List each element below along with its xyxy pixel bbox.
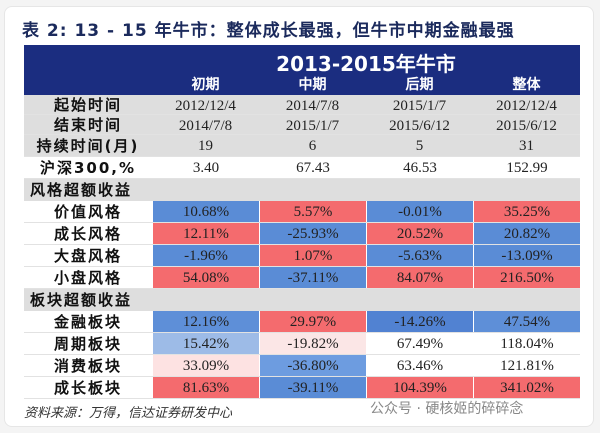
cell: -37.11% xyxy=(259,267,366,288)
cell: 54.08% xyxy=(152,267,259,288)
cell: 2014/7/8 xyxy=(178,118,233,134)
cell: 12.11% xyxy=(152,223,259,244)
row-label: 成长风格 xyxy=(53,225,122,243)
cell: -14.26% xyxy=(366,311,473,332)
cell: 19 xyxy=(198,138,213,154)
watermark: 公众号 · 硬核姬的碎碎念 xyxy=(370,401,524,417)
row-label: 金融板块 xyxy=(53,313,122,331)
cell: -0.01% xyxy=(366,201,473,222)
table-row: 金融板块 12.16% 29.97% -14.26% 47.54% xyxy=(24,311,580,333)
cell: 47.54% xyxy=(473,311,580,332)
cell: 10.68% xyxy=(152,201,259,222)
col-header: 后期 xyxy=(405,77,434,93)
table-header: 2013-2015年牛市 初期 中期 后期 整体 xyxy=(24,45,580,95)
row-label: 小盘风格 xyxy=(53,269,122,287)
cell: 3.40 xyxy=(152,157,259,178)
source-note: 资料来源：万得，信达证券研发中心 xyxy=(24,406,233,421)
cell: 118.04% xyxy=(473,333,580,354)
cell: -25.93% xyxy=(259,223,366,244)
table-row: 周期板块 15.42% -19.82% 67.49% 118.04% xyxy=(24,333,580,355)
cell: 12.16% xyxy=(152,311,259,332)
cell: 2012/12/4 xyxy=(496,98,557,114)
cell: 29.97% xyxy=(259,311,366,332)
cell: 35.25% xyxy=(473,201,580,222)
table-title: 表 2: 13 - 15 年牛市：整体成长最强，但牛市中期金融最强 xyxy=(22,21,515,41)
table-row: 沪深300,% 3.40 67.43 46.53 152.99 xyxy=(24,157,580,179)
header-main: 2013-2015年牛市 xyxy=(276,52,456,76)
col-header: 中期 xyxy=(298,77,327,93)
cell: 63.46% xyxy=(366,355,473,376)
cell: 1.07% xyxy=(259,245,366,266)
row-label: 周期板块 xyxy=(53,335,122,353)
cell: 6 xyxy=(308,138,317,154)
cell: 20.82% xyxy=(473,223,580,244)
cell: 2015/1/7 xyxy=(285,118,340,134)
cell: -5.63% xyxy=(366,245,473,266)
row-label: 结束时间 xyxy=(53,116,122,134)
row-label: 大盘风格 xyxy=(53,247,122,265)
row-label: 价值风格 xyxy=(53,203,122,221)
cell: 33.09% xyxy=(152,355,259,376)
cell: -1.96% xyxy=(152,245,259,266)
cell: -19.82% xyxy=(259,333,366,354)
cell: -36.80% xyxy=(259,355,366,376)
table-row: 价值风格 10.68% 5.57% -0.01% 35.25% xyxy=(24,201,580,223)
cell: 31 xyxy=(519,138,534,154)
cell: 15.42% xyxy=(152,333,259,354)
cell: 152.99 xyxy=(473,157,580,178)
data-table: 2013-2015年牛市 初期 中期 后期 整体 起始时间 2012/12/4 20… xyxy=(24,45,580,399)
row-label: 沪深300,% xyxy=(39,159,137,177)
cell: 46.53 xyxy=(366,157,473,178)
cell: 2012/12/4 xyxy=(175,98,236,114)
cell: 341.02% xyxy=(473,377,580,398)
cell: 20.52% xyxy=(366,223,473,244)
cell: 84.07% xyxy=(366,267,473,288)
row-label: 消费板块 xyxy=(53,357,122,375)
cell: -39.11% xyxy=(259,377,366,398)
cell: 5.57% xyxy=(259,201,366,222)
cell: 81.63% xyxy=(152,377,259,398)
table-row: 起始时间 2012/12/4 2014/7/8 2015/1/7 2012/12/4 xyxy=(24,95,580,115)
cell: 2014/7/8 xyxy=(285,98,340,114)
cell: 2015/6/12 xyxy=(389,118,450,134)
table-row: 结束时间 2014/7/8 2015/1/7 2015/6/12 2015/6/12 xyxy=(24,115,580,135)
section-header: 风格超额收益 xyxy=(24,179,580,201)
cell: 2015/6/12 xyxy=(496,118,557,134)
cell: 5 xyxy=(415,138,424,154)
row-label: 持续时间(月) xyxy=(36,137,140,155)
cell: -13.09% xyxy=(473,245,580,266)
table-row: 成长风格 12.11% -25.93% 20.52% 20.82% xyxy=(24,223,580,245)
col-header: 初期 xyxy=(191,77,220,93)
table-row: 成长板块 81.63% -39.11% 104.39% 341.02% xyxy=(24,377,580,399)
table-row: 持续时间(月) 19 6 5 31 xyxy=(24,135,580,157)
table-row: 小盘风格 54.08% -37.11% 84.07% 216.50% xyxy=(24,267,580,289)
table-row: 大盘风格 -1.96% 1.07% -5.63% -13.09% xyxy=(24,245,580,267)
row-label: 成长板块 xyxy=(53,379,122,397)
cell: 67.43 xyxy=(259,157,366,178)
cell: 2015/1/7 xyxy=(392,98,447,114)
cell: 104.39% xyxy=(366,377,473,398)
section-header: 板块超额收益 xyxy=(24,289,580,311)
row-label: 起始时间 xyxy=(53,96,122,114)
cell: 67.49% xyxy=(366,333,473,354)
cell: 216.50% xyxy=(473,267,580,288)
cell: 121.81% xyxy=(473,355,580,376)
table-row: 消费板块 33.09% -36.80% 63.46% 121.81% xyxy=(24,355,580,377)
col-header: 整体 xyxy=(512,77,541,93)
